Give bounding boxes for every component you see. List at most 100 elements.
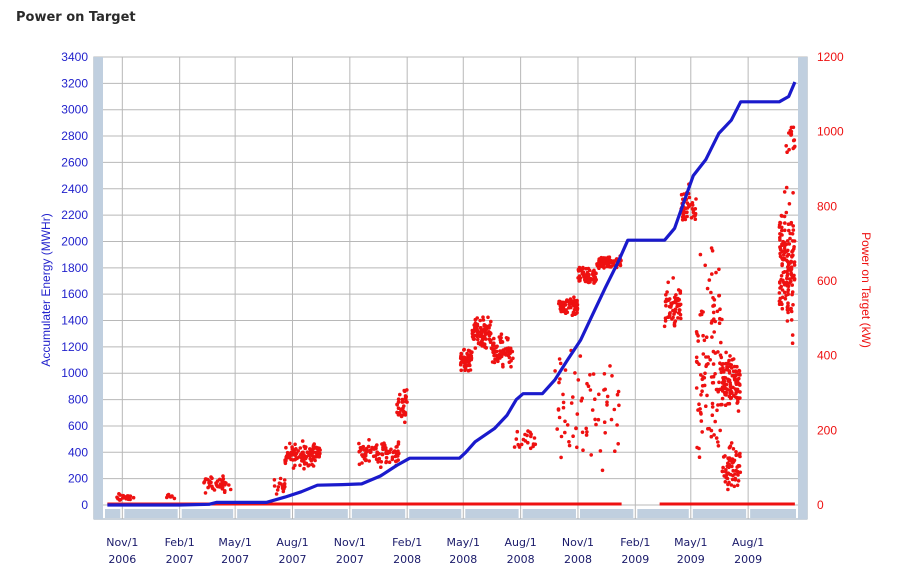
power-point bbox=[282, 482, 287, 486]
power-point bbox=[673, 319, 678, 323]
power-point bbox=[779, 274, 784, 278]
power-point bbox=[790, 249, 795, 253]
power-point bbox=[734, 382, 739, 387]
power-point bbox=[701, 333, 705, 338]
power-point bbox=[721, 366, 725, 371]
power-point bbox=[473, 323, 477, 328]
power-point bbox=[722, 375, 727, 380]
power-point bbox=[402, 404, 406, 408]
power-point bbox=[783, 221, 787, 225]
power-point bbox=[791, 138, 796, 143]
power-point bbox=[664, 303, 668, 308]
power-point bbox=[558, 377, 562, 381]
power-point bbox=[590, 408, 595, 412]
power-point bbox=[483, 332, 488, 337]
power-point bbox=[731, 357, 736, 361]
power-point bbox=[711, 349, 716, 354]
power-point bbox=[118, 493, 122, 497]
power-point bbox=[789, 273, 794, 277]
power-point bbox=[472, 333, 476, 338]
power-point bbox=[665, 290, 669, 294]
power-point bbox=[680, 218, 685, 222]
power-point bbox=[676, 316, 680, 320]
power-point bbox=[735, 483, 740, 488]
power-point bbox=[314, 450, 319, 455]
power-point bbox=[613, 449, 617, 454]
y-left-tick-label: 400 bbox=[68, 445, 88, 459]
power-point bbox=[469, 351, 473, 355]
power-point bbox=[361, 444, 366, 449]
power-point bbox=[727, 465, 731, 470]
power-point bbox=[398, 407, 403, 412]
power-point bbox=[668, 313, 672, 317]
power-point bbox=[465, 363, 470, 368]
power-point bbox=[671, 315, 675, 320]
power-point bbox=[678, 291, 683, 295]
x-tick-label: Aug/1 bbox=[276, 536, 308, 549]
power-point bbox=[728, 383, 733, 387]
x-tick-label: 2009 bbox=[621, 553, 649, 566]
power-point bbox=[379, 460, 384, 464]
power-point bbox=[685, 210, 689, 214]
y-left-tick-label: 3200 bbox=[61, 76, 88, 90]
power-point bbox=[783, 296, 788, 301]
power-point bbox=[459, 356, 464, 360]
power-point bbox=[294, 456, 299, 461]
power-point bbox=[310, 462, 314, 467]
power-point bbox=[785, 319, 790, 323]
power-point bbox=[608, 364, 612, 368]
power-point bbox=[736, 398, 740, 402]
power-point bbox=[290, 447, 295, 451]
power-point bbox=[559, 309, 563, 314]
power-point bbox=[738, 373, 742, 377]
power-point bbox=[713, 419, 717, 424]
power-point bbox=[603, 387, 607, 392]
power-point bbox=[778, 254, 783, 259]
power-point bbox=[611, 259, 616, 263]
power-point bbox=[475, 316, 480, 320]
power-point bbox=[476, 337, 480, 342]
power-point bbox=[395, 410, 399, 415]
chart-plot-group: 0200400600800100012001400160018002000220… bbox=[39, 50, 873, 566]
x-tick-label: Feb/1 bbox=[620, 536, 650, 549]
power-point bbox=[786, 304, 790, 308]
power-point bbox=[697, 402, 701, 407]
power-point bbox=[396, 397, 401, 402]
power-point bbox=[563, 368, 568, 372]
y-left-tick-label: 1800 bbox=[61, 261, 88, 275]
power-point bbox=[726, 487, 730, 492]
power-point bbox=[700, 430, 704, 434]
power-point bbox=[778, 221, 783, 225]
power-point bbox=[694, 197, 698, 201]
power-point bbox=[730, 477, 735, 482]
y-right-tick-label: 800 bbox=[817, 199, 837, 213]
power-point bbox=[609, 265, 613, 269]
power-point bbox=[699, 393, 703, 397]
power-point bbox=[734, 468, 738, 473]
power-point bbox=[508, 351, 512, 356]
power-point bbox=[291, 458, 295, 462]
power-point bbox=[789, 318, 794, 322]
power-point bbox=[617, 403, 621, 408]
power-point bbox=[731, 369, 736, 374]
power-point bbox=[725, 387, 730, 392]
power-point bbox=[785, 239, 790, 243]
power-point bbox=[736, 409, 741, 413]
power-point bbox=[375, 443, 379, 447]
power-point bbox=[564, 299, 569, 304]
power-point bbox=[718, 353, 723, 358]
power-point bbox=[721, 455, 726, 459]
power-point bbox=[721, 465, 725, 470]
power-point bbox=[571, 395, 575, 399]
power-point bbox=[782, 290, 787, 295]
power-point bbox=[555, 427, 559, 431]
power-point bbox=[302, 466, 306, 471]
power-point bbox=[299, 456, 304, 460]
power-point bbox=[703, 263, 707, 268]
power-point bbox=[720, 389, 725, 393]
power-point bbox=[532, 436, 537, 440]
power-point bbox=[581, 266, 585, 271]
power-point bbox=[277, 481, 282, 486]
power-point bbox=[663, 319, 668, 323]
